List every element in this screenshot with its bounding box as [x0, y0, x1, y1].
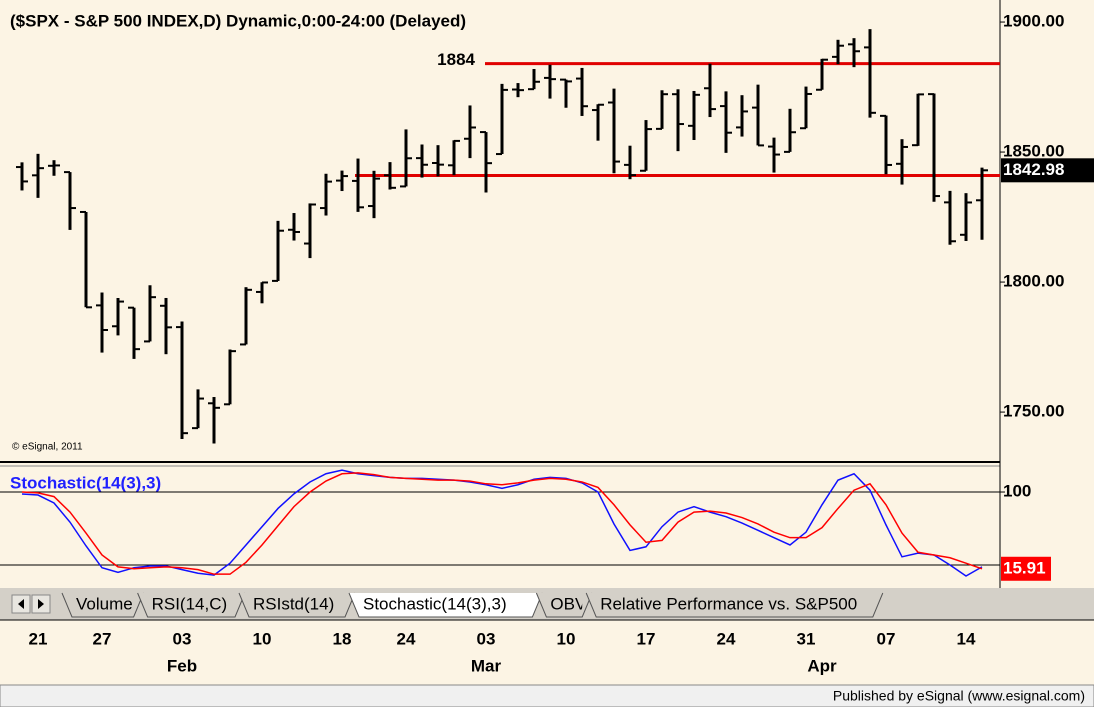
tab[interactable] — [238, 592, 356, 618]
y-tick-label: 1800.00 — [1003, 272, 1064, 291]
arrow-icon — [38, 599, 44, 609]
stochastic-line — [21, 472, 983, 575]
x-tick-label: 10 — [557, 629, 576, 648]
tab-label: Relative Performance vs. S&P500 — [600, 594, 857, 613]
tab-label: RSIstd(14) — [253, 594, 334, 613]
arrow-icon — [18, 599, 24, 609]
footer-bar — [0, 684, 1094, 707]
x-tick-label: 31 — [797, 629, 816, 648]
last-value-label: 1842.98 — [1003, 160, 1064, 179]
stochastic-line — [21, 469, 983, 577]
tab-label: Volume — [76, 594, 133, 613]
tab[interactable] — [137, 592, 246, 618]
indicator-title: Stochastic(14(3),3) — [10, 473, 161, 492]
x-tick-label: 10 — [253, 629, 272, 648]
chart-title: ($SPX - S&P 500 INDEX,D) Dynamic,0:00-24… — [10, 11, 466, 30]
tabs: Volume RSI(14,C) RSIstd(14) Stochastic(14(3… — [61, 592, 884, 618]
tab[interactable] — [585, 592, 884, 618]
tab[interactable] — [61, 592, 145, 618]
level-label: 1884 — [437, 50, 475, 69]
x-month-label: Feb — [167, 656, 197, 675]
x-tick-label: 14 — [957, 629, 976, 648]
x-tick-label: 18 — [333, 629, 352, 648]
tab-label: RSI(14,C) — [152, 594, 228, 613]
footer-text: Published by eSignal (www.esignal.com) — [833, 688, 1085, 704]
tab-label: Stochastic(14(3),3) — [363, 594, 507, 613]
y-tick-label: 1750.00 — [1003, 402, 1064, 421]
last-value-box — [1001, 556, 1051, 581]
y-tick-label: 1850.00 — [1003, 142, 1064, 161]
y-tick-label: 100 — [1003, 482, 1031, 501]
x-tick-label: 17 — [637, 629, 656, 648]
y-tick-label: 1900.00 — [1003, 12, 1064, 31]
x-tick-label: 03 — [477, 629, 496, 648]
x-tick-label: 03 — [173, 629, 192, 648]
tab[interactable] — [535, 592, 593, 618]
x-tick-label: 21 — [29, 629, 48, 648]
x-tick-label: 07 — [877, 629, 896, 648]
tab-label: OBV — [550, 594, 587, 613]
last-value-label: 15.91 — [1003, 558, 1046, 577]
x-month-label: Mar — [471, 656, 502, 675]
tab[interactable] — [348, 592, 543, 618]
x-tick-label: 27 — [93, 629, 112, 648]
x-tick-label: 24 — [717, 629, 736, 648]
credit: © eSignal, 2011 — [12, 442, 83, 453]
last-value-box — [1001, 158, 1094, 183]
x-month-label: Apr — [807, 656, 837, 675]
x-tick-label: 24 — [397, 629, 416, 648]
